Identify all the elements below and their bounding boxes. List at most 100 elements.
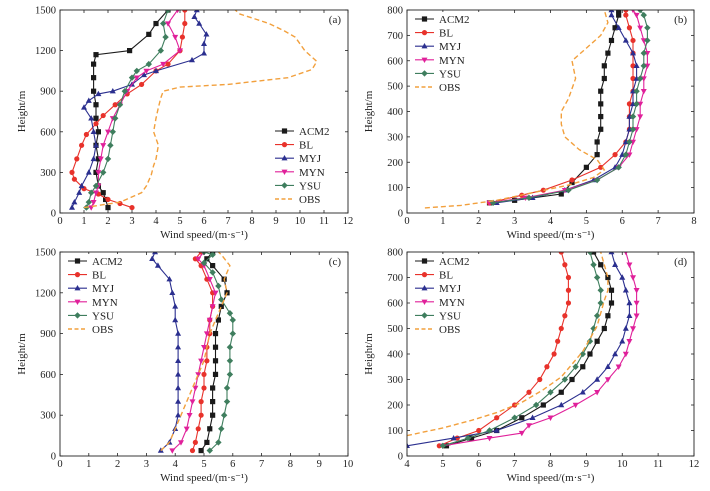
legend-item-myj: MYJ xyxy=(68,283,115,295)
point-ysu xyxy=(547,389,554,396)
point-myn xyxy=(637,114,644,120)
panel-c: 0 1 2 3 4 5 6 7 8 9 10 0 300 600 900 1200 1500 Wind speed… xyxy=(16,248,353,485)
point-ysu xyxy=(597,287,604,294)
point-myj xyxy=(93,142,99,148)
point-bl xyxy=(544,364,550,370)
point-bl xyxy=(551,351,557,357)
point-ysu xyxy=(640,49,647,57)
point-ysu xyxy=(226,344,234,351)
legend-label: OBS xyxy=(439,82,460,94)
point-myn xyxy=(633,12,640,19)
point-myn xyxy=(630,275,637,281)
point-bl xyxy=(612,152,618,158)
point-myn xyxy=(486,435,493,442)
point-myj xyxy=(612,261,619,267)
x-tick-label: 7 xyxy=(259,459,264,470)
point-ysu xyxy=(200,259,208,267)
point-acm2 xyxy=(212,371,219,377)
point-acm2 xyxy=(93,52,99,58)
point-myn xyxy=(177,440,184,446)
point-ysu xyxy=(223,398,231,405)
point-ysu xyxy=(579,350,586,358)
legend-label: MYJ xyxy=(439,41,462,53)
point-acm2 xyxy=(93,102,99,108)
point-ysu xyxy=(636,75,644,82)
point-bl xyxy=(630,37,636,44)
x-tick-label: 1 xyxy=(440,216,445,227)
point-myj xyxy=(90,128,97,134)
legend-label: OBS xyxy=(299,194,320,206)
point-myn xyxy=(165,21,171,27)
point-bl xyxy=(83,131,89,138)
point-myj xyxy=(154,262,161,268)
point-myj xyxy=(175,344,182,350)
point-acm2 xyxy=(598,113,604,120)
point-myj xyxy=(193,10,200,13)
point-ysu xyxy=(226,371,234,378)
x-tick-label: 11 xyxy=(653,459,663,470)
legend-label: MYJ xyxy=(92,283,115,295)
point-acm2 xyxy=(91,61,97,67)
y-tick-label: 600 xyxy=(40,127,56,138)
x-tick-label: 9 xyxy=(317,459,322,470)
point-myj xyxy=(608,252,615,255)
point-bl xyxy=(69,169,75,175)
point-bl xyxy=(555,338,561,344)
x-tick-label: 8 xyxy=(249,216,254,227)
point-myj xyxy=(175,398,182,404)
point-bl xyxy=(179,34,185,40)
x-tick-label: 7 xyxy=(225,216,230,227)
point-acm2 xyxy=(608,287,615,293)
point-bl xyxy=(204,358,210,364)
legend-item-myn: MYN xyxy=(415,297,465,309)
point-myj xyxy=(169,289,176,295)
point-ysu xyxy=(593,312,601,319)
point-acm2 xyxy=(93,115,99,121)
y-tick-label: 300 xyxy=(387,132,403,143)
point-acm2 xyxy=(587,351,593,357)
point-acm2 xyxy=(146,31,152,37)
point-ysu xyxy=(561,376,569,383)
point-ysu xyxy=(511,414,518,421)
point-acm2 xyxy=(100,190,106,196)
point-ysu xyxy=(223,384,231,392)
point-acm2 xyxy=(207,426,213,432)
point-myn xyxy=(133,75,140,81)
x-tick-label: 12 xyxy=(689,459,700,470)
y-tick-label: 600 xyxy=(387,299,403,310)
point-myj xyxy=(71,198,78,205)
point-ysu xyxy=(145,60,152,68)
point-myn xyxy=(186,413,193,419)
legend-marker xyxy=(281,128,288,134)
point-bl xyxy=(139,81,145,88)
point-myj xyxy=(95,90,102,97)
legend-label: OBS xyxy=(92,324,113,336)
point-acm2 xyxy=(210,263,216,269)
point-ysu xyxy=(164,10,172,14)
point-acm2 xyxy=(218,303,224,309)
y-axis-label: Height/m xyxy=(363,90,375,132)
point-bl xyxy=(201,385,207,391)
point-acm2 xyxy=(605,274,611,281)
legend-label: MYN xyxy=(439,297,465,309)
point-myn xyxy=(525,423,532,429)
x-tick-label: 0 xyxy=(57,459,62,470)
point-ysu xyxy=(626,138,633,146)
point-myj xyxy=(633,62,640,69)
legend-item-ysu: YSU xyxy=(415,68,461,80)
point-myj xyxy=(149,255,156,261)
point-myj xyxy=(175,412,182,418)
point-acm2 xyxy=(443,443,450,449)
y-tick-label: 200 xyxy=(387,401,403,412)
point-myj xyxy=(78,182,85,189)
x-tick-label: 10 xyxy=(343,459,354,470)
point-ysu xyxy=(92,182,100,190)
point-acm2 xyxy=(616,10,622,13)
point-acm2 xyxy=(519,415,525,421)
point-acm2 xyxy=(210,412,216,418)
legend-item-myj: MYJ xyxy=(415,283,462,295)
point-bl xyxy=(569,177,575,183)
point-bl xyxy=(623,12,629,18)
series-line-myj xyxy=(151,252,179,451)
point-myj xyxy=(175,371,182,377)
